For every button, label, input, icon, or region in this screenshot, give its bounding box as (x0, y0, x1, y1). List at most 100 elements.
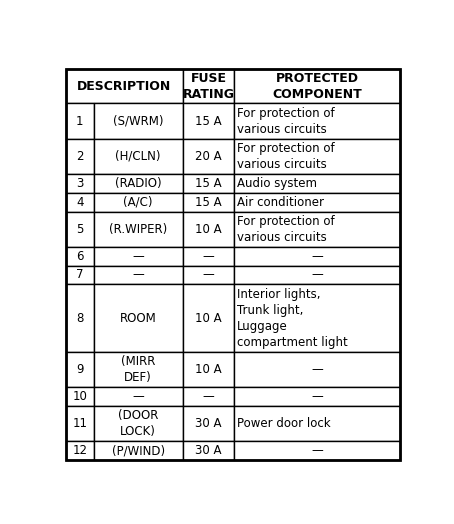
Bar (65, 174, 94, 193)
Bar (183, 103, 234, 139)
Bar (234, 174, 400, 193)
Text: 8: 8 (76, 312, 84, 325)
Text: 12: 12 (72, 444, 87, 457)
Bar (94, 441, 183, 460)
Text: 9: 9 (76, 363, 84, 376)
Bar (94, 247, 183, 266)
Text: ROOM: ROOM (120, 312, 157, 325)
Text: 6: 6 (76, 249, 84, 263)
Bar (183, 193, 234, 212)
Text: Interior lights,
Trunk light,
Luggage
compartment light: Interior lights, Trunk light, Luggage co… (237, 288, 348, 349)
Bar (65, 139, 94, 174)
Text: 1: 1 (76, 115, 84, 127)
Bar (234, 139, 400, 174)
Text: (R.WIPER): (R.WIPER) (109, 223, 168, 236)
Bar (65, 103, 94, 139)
Text: 10: 10 (72, 390, 87, 403)
Text: PROTECTED
COMPONENT: PROTECTED COMPONENT (272, 72, 362, 101)
Bar (94, 266, 183, 285)
Text: 10 A: 10 A (195, 223, 222, 236)
Bar (183, 406, 234, 441)
Bar (183, 266, 234, 285)
Bar (183, 352, 234, 387)
Text: FUSE
RATING: FUSE RATING (183, 72, 234, 101)
Text: 3: 3 (76, 177, 84, 190)
Text: Power door lock: Power door lock (237, 418, 331, 430)
Text: —: — (311, 363, 323, 376)
Bar (94, 387, 183, 406)
Bar (183, 174, 234, 193)
Text: (RADIO): (RADIO) (115, 177, 162, 190)
Bar (183, 441, 234, 460)
Text: Audio system: Audio system (237, 177, 317, 190)
Text: 30 A: 30 A (195, 444, 222, 457)
Text: For protection of
various circuits: For protection of various circuits (237, 215, 335, 244)
Text: —: — (311, 268, 323, 281)
Text: 30 A: 30 A (195, 418, 222, 430)
Bar (183, 139, 234, 174)
Text: 10 A: 10 A (195, 363, 222, 376)
Text: 7: 7 (76, 268, 84, 281)
Text: —: — (311, 249, 323, 263)
Bar (234, 69, 400, 103)
Bar (234, 285, 400, 352)
Text: (A/C): (A/C) (123, 195, 153, 209)
Text: 10 A: 10 A (195, 312, 222, 325)
Bar (234, 247, 400, 266)
Text: 11: 11 (72, 418, 87, 430)
Bar (234, 441, 400, 460)
Text: —: — (133, 390, 144, 403)
Bar (234, 406, 400, 441)
Text: For protection of
various circuits: For protection of various circuits (237, 142, 335, 171)
Text: 20 A: 20 A (195, 150, 222, 163)
Bar (183, 212, 234, 247)
Bar (234, 266, 400, 285)
Bar (65, 406, 94, 441)
Text: 15 A: 15 A (195, 115, 222, 127)
Text: For protection of
various circuits: For protection of various circuits (237, 106, 335, 136)
Bar (65, 193, 94, 212)
Text: 4: 4 (76, 195, 84, 209)
Bar (94, 174, 183, 193)
Bar (234, 103, 400, 139)
Bar (234, 193, 400, 212)
Text: —: — (311, 444, 323, 457)
Bar (183, 69, 234, 103)
Bar (65, 387, 94, 406)
Bar (65, 247, 94, 266)
Text: —: — (133, 249, 144, 263)
Text: —: — (202, 390, 214, 403)
Text: (P/WIND): (P/WIND) (112, 444, 165, 457)
Bar (94, 103, 183, 139)
Bar (65, 69, 183, 103)
Bar (183, 387, 234, 406)
Text: —: — (202, 249, 214, 263)
Bar (234, 352, 400, 387)
Bar (65, 285, 94, 352)
Bar (234, 212, 400, 247)
Bar (234, 387, 400, 406)
Bar (94, 352, 183, 387)
Bar (94, 193, 183, 212)
Text: —: — (311, 390, 323, 403)
Text: (S/WRM): (S/WRM) (113, 115, 163, 127)
Text: Air conditioner: Air conditioner (237, 195, 324, 209)
Text: 15 A: 15 A (195, 177, 222, 190)
Bar (65, 441, 94, 460)
Text: 5: 5 (76, 223, 84, 236)
Bar (183, 247, 234, 266)
Text: 15 A: 15 A (195, 195, 222, 209)
Text: (DOOR
LOCK): (DOOR LOCK) (118, 409, 158, 439)
Text: 2: 2 (76, 150, 84, 163)
Bar (94, 139, 183, 174)
Bar (183, 285, 234, 352)
Bar (65, 212, 94, 247)
Bar (94, 406, 183, 441)
Bar (65, 266, 94, 285)
Text: DESCRIPTION: DESCRIPTION (77, 80, 171, 93)
Bar (65, 352, 94, 387)
Bar (94, 212, 183, 247)
Bar (94, 285, 183, 352)
Text: —: — (133, 268, 144, 281)
Text: (MIRR
DEF): (MIRR DEF) (121, 355, 155, 384)
